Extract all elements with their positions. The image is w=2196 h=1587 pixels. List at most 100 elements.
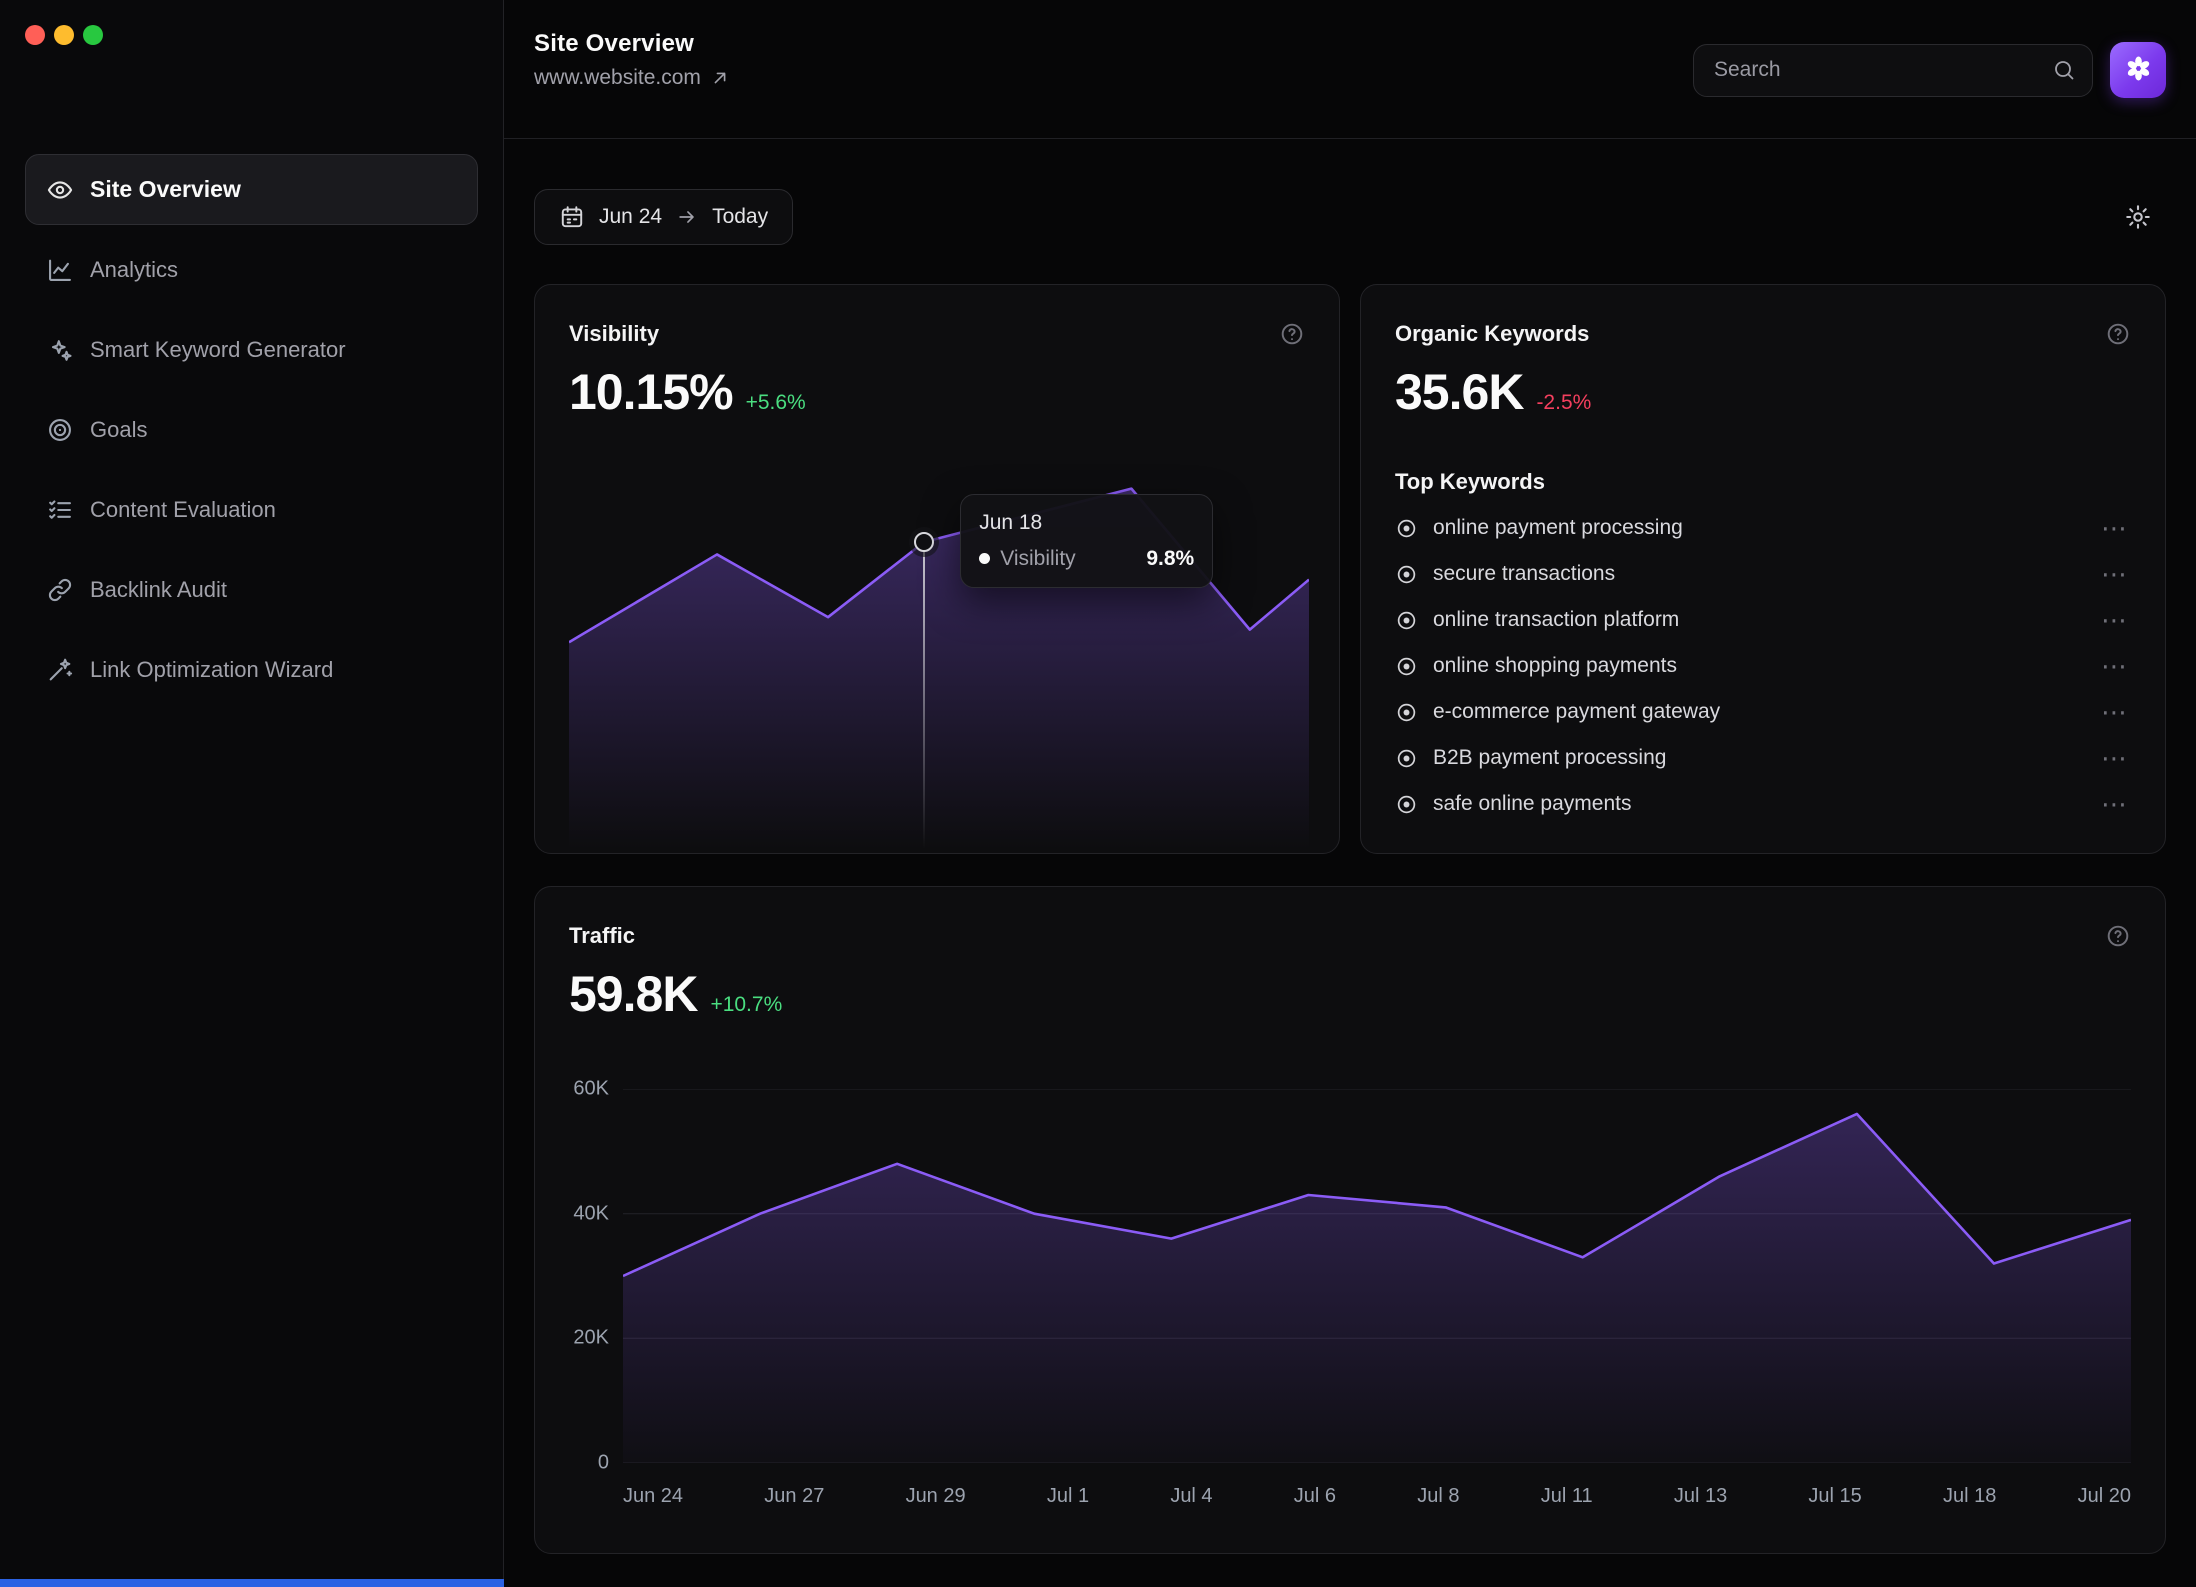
search-input[interactable] xyxy=(1694,44,2092,96)
minimize-window-button[interactable] xyxy=(54,25,74,45)
chart-cursor-line xyxy=(923,541,926,849)
keyword-menu-button[interactable]: ⋯ xyxy=(2101,559,2129,589)
chart-point-marker xyxy=(914,531,935,552)
bullseye-icon xyxy=(1395,747,1418,770)
zoom-window-button[interactable] xyxy=(83,25,103,45)
keyword-label: online transaction platform xyxy=(1433,608,1680,631)
bullseye-icon xyxy=(1395,609,1418,632)
traffic-delta: +10.7% xyxy=(710,993,783,1016)
search-box xyxy=(1693,43,2093,97)
wand-icon xyxy=(46,656,74,684)
keyword-menu-button[interactable]: ⋯ xyxy=(2101,743,2129,773)
page-header: Site Overview www.website.com xyxy=(504,0,2196,139)
sidebar-item-smart-keyword-generator[interactable]: Smart Keyword Generator xyxy=(25,314,478,385)
date-range-end: Today xyxy=(712,205,769,228)
traffic-area-chart xyxy=(623,1089,2131,1463)
sidebar-item-content-evaluation[interactable]: Content Evaluation xyxy=(25,474,478,545)
visibility-help-button[interactable] xyxy=(1279,321,1305,347)
tooltip-value: 9.8% xyxy=(1146,546,1195,570)
window-controls xyxy=(25,25,103,45)
keyword-menu-button[interactable]: ⋯ xyxy=(2101,513,2129,543)
traffic-plot-row: 0 20K 40K 60K xyxy=(569,1078,2131,1474)
sidebar-nav: Site Overview Analytics Smart Keyword Gene… xyxy=(0,154,503,705)
keyword-row[interactable]: online payment processing ⋯ xyxy=(1395,505,2131,551)
sidebar-item-site-overview[interactable]: Site Overview xyxy=(25,154,478,225)
bullseye-icon xyxy=(1395,563,1418,586)
x-axis-label: Jul 13 xyxy=(1673,1485,1728,1507)
visibility-chart: Jun 18 Visibility 9.8% xyxy=(569,473,1309,849)
keyword-row[interactable]: secure transactions ⋯ xyxy=(1395,551,2131,597)
keyword-menu-button[interactable]: ⋯ xyxy=(2101,605,2129,635)
x-axis-label: Jun 27 xyxy=(764,1485,825,1507)
organic-keywords-value: 35.6K xyxy=(1395,364,1524,420)
chart-tooltip: Jun 18 Visibility 9.8% xyxy=(960,493,1214,588)
toolbar: Jun 24 Today xyxy=(504,189,2196,245)
date-range-picker[interactable]: Jun 24 Today xyxy=(534,189,794,245)
settings-button[interactable] xyxy=(2110,189,2166,245)
traffic-card: Traffic 59.8K +10.7% 0 20K 40K 60K Jun 24 Ju… xyxy=(534,886,2166,1554)
y-axis-label: 20K xyxy=(573,1326,609,1349)
keyword-list: online payment processing ⋯ secure transac… xyxy=(1395,505,2131,827)
y-axis-label: 40K xyxy=(573,1202,609,1225)
help-circle-icon xyxy=(1279,321,1305,347)
keyword-menu-button[interactable]: ⋯ xyxy=(2101,697,2129,727)
keyword-menu-button[interactable]: ⋯ xyxy=(2101,789,2129,819)
x-axis-label: Jul 15 xyxy=(1808,1485,1862,1507)
keyword-label: secure transactions xyxy=(1433,562,1616,585)
keyword-label: e-commerce payment gateway xyxy=(1433,700,1721,723)
list-checks-icon xyxy=(46,496,74,524)
x-axis-label: Jun 29 xyxy=(905,1485,966,1507)
bullseye-icon xyxy=(1395,701,1418,724)
help-circle-icon xyxy=(2105,321,2131,347)
traffic-help-button[interactable] xyxy=(2105,923,2131,949)
sidebar-item-analytics[interactable]: Analytics xyxy=(25,234,478,305)
top-keywords-heading: Top Keywords xyxy=(1395,469,1545,494)
visibility-value: 10.15% xyxy=(569,364,734,420)
x-axis-label: Jul 20 xyxy=(2077,1485,2131,1507)
keyword-row[interactable]: online shopping payments ⋯ xyxy=(1395,643,2131,689)
sidebar-item-backlink-audit[interactable]: Backlink Audit xyxy=(25,554,478,625)
close-window-button[interactable] xyxy=(25,25,45,45)
site-url-link[interactable]: www.website.com xyxy=(534,66,731,90)
page-title: Site Overview xyxy=(534,30,695,57)
x-axis-label: Jul 18 xyxy=(1943,1485,1997,1507)
organic-keywords-card-title: Organic Keywords xyxy=(1395,321,1590,346)
x-axis-label: Jul 4 xyxy=(1170,1485,1213,1507)
sparkles-icon xyxy=(46,336,74,364)
sidebar-item-goals[interactable]: Goals xyxy=(25,394,478,465)
traffic-y-axis: 0 20K 40K 60K xyxy=(569,1078,609,1474)
chart-line-icon xyxy=(46,256,74,284)
organic-keywords-card-header: Organic Keywords xyxy=(1395,319,2131,349)
target-icon xyxy=(46,416,74,444)
keyword-row[interactable]: B2B payment processing ⋯ xyxy=(1395,735,2131,781)
link-icon xyxy=(46,576,74,604)
keyword-label: online payment processing xyxy=(1433,516,1683,539)
organic-keywords-help-button[interactable] xyxy=(2105,321,2131,347)
x-axis-label: Jun 24 xyxy=(623,1485,684,1507)
keyword-label: online shopping payments xyxy=(1433,654,1678,677)
visibility-card-header: Visibility xyxy=(569,319,1305,349)
bullseye-icon xyxy=(1395,517,1418,540)
keyword-row[interactable]: online transaction platform ⋯ xyxy=(1395,597,2131,643)
cards-row: Visibility 10.15% +5.6% Jun 18 xyxy=(504,284,2196,854)
visibility-metric: 10.15% +5.6% xyxy=(569,363,1305,420)
traffic-metric: 59.8K +10.7% xyxy=(569,965,2131,1022)
date-range-start: Jun 24 xyxy=(599,205,663,228)
keyword-row[interactable]: e-commerce payment gateway ⋯ xyxy=(1395,689,2131,735)
x-axis-label: Jul 6 xyxy=(1293,1485,1337,1507)
traffic-card-header: Traffic xyxy=(569,921,2131,951)
visibility-delta: +5.6% xyxy=(745,391,806,414)
help-circle-icon xyxy=(2105,923,2131,949)
organic-keywords-metric: 35.6K -2.5% xyxy=(1395,363,2131,420)
keyword-label: safe online payments xyxy=(1433,792,1632,815)
keyword-row[interactable]: safe online payments ⋯ xyxy=(1395,781,2131,827)
arrow-right-icon xyxy=(676,206,698,228)
sidebar-item-link-optimization-wizard[interactable]: Link Optimization Wizard xyxy=(25,634,478,705)
keyword-menu-button[interactable]: ⋯ xyxy=(2101,651,2129,681)
organic-keywords-delta: -2.5% xyxy=(1536,391,1592,414)
series-dot-icon xyxy=(979,553,991,565)
y-axis-label: 60K xyxy=(573,1077,609,1100)
app-logo-button[interactable] xyxy=(2110,42,2166,98)
page-header-right xyxy=(1693,42,2166,98)
